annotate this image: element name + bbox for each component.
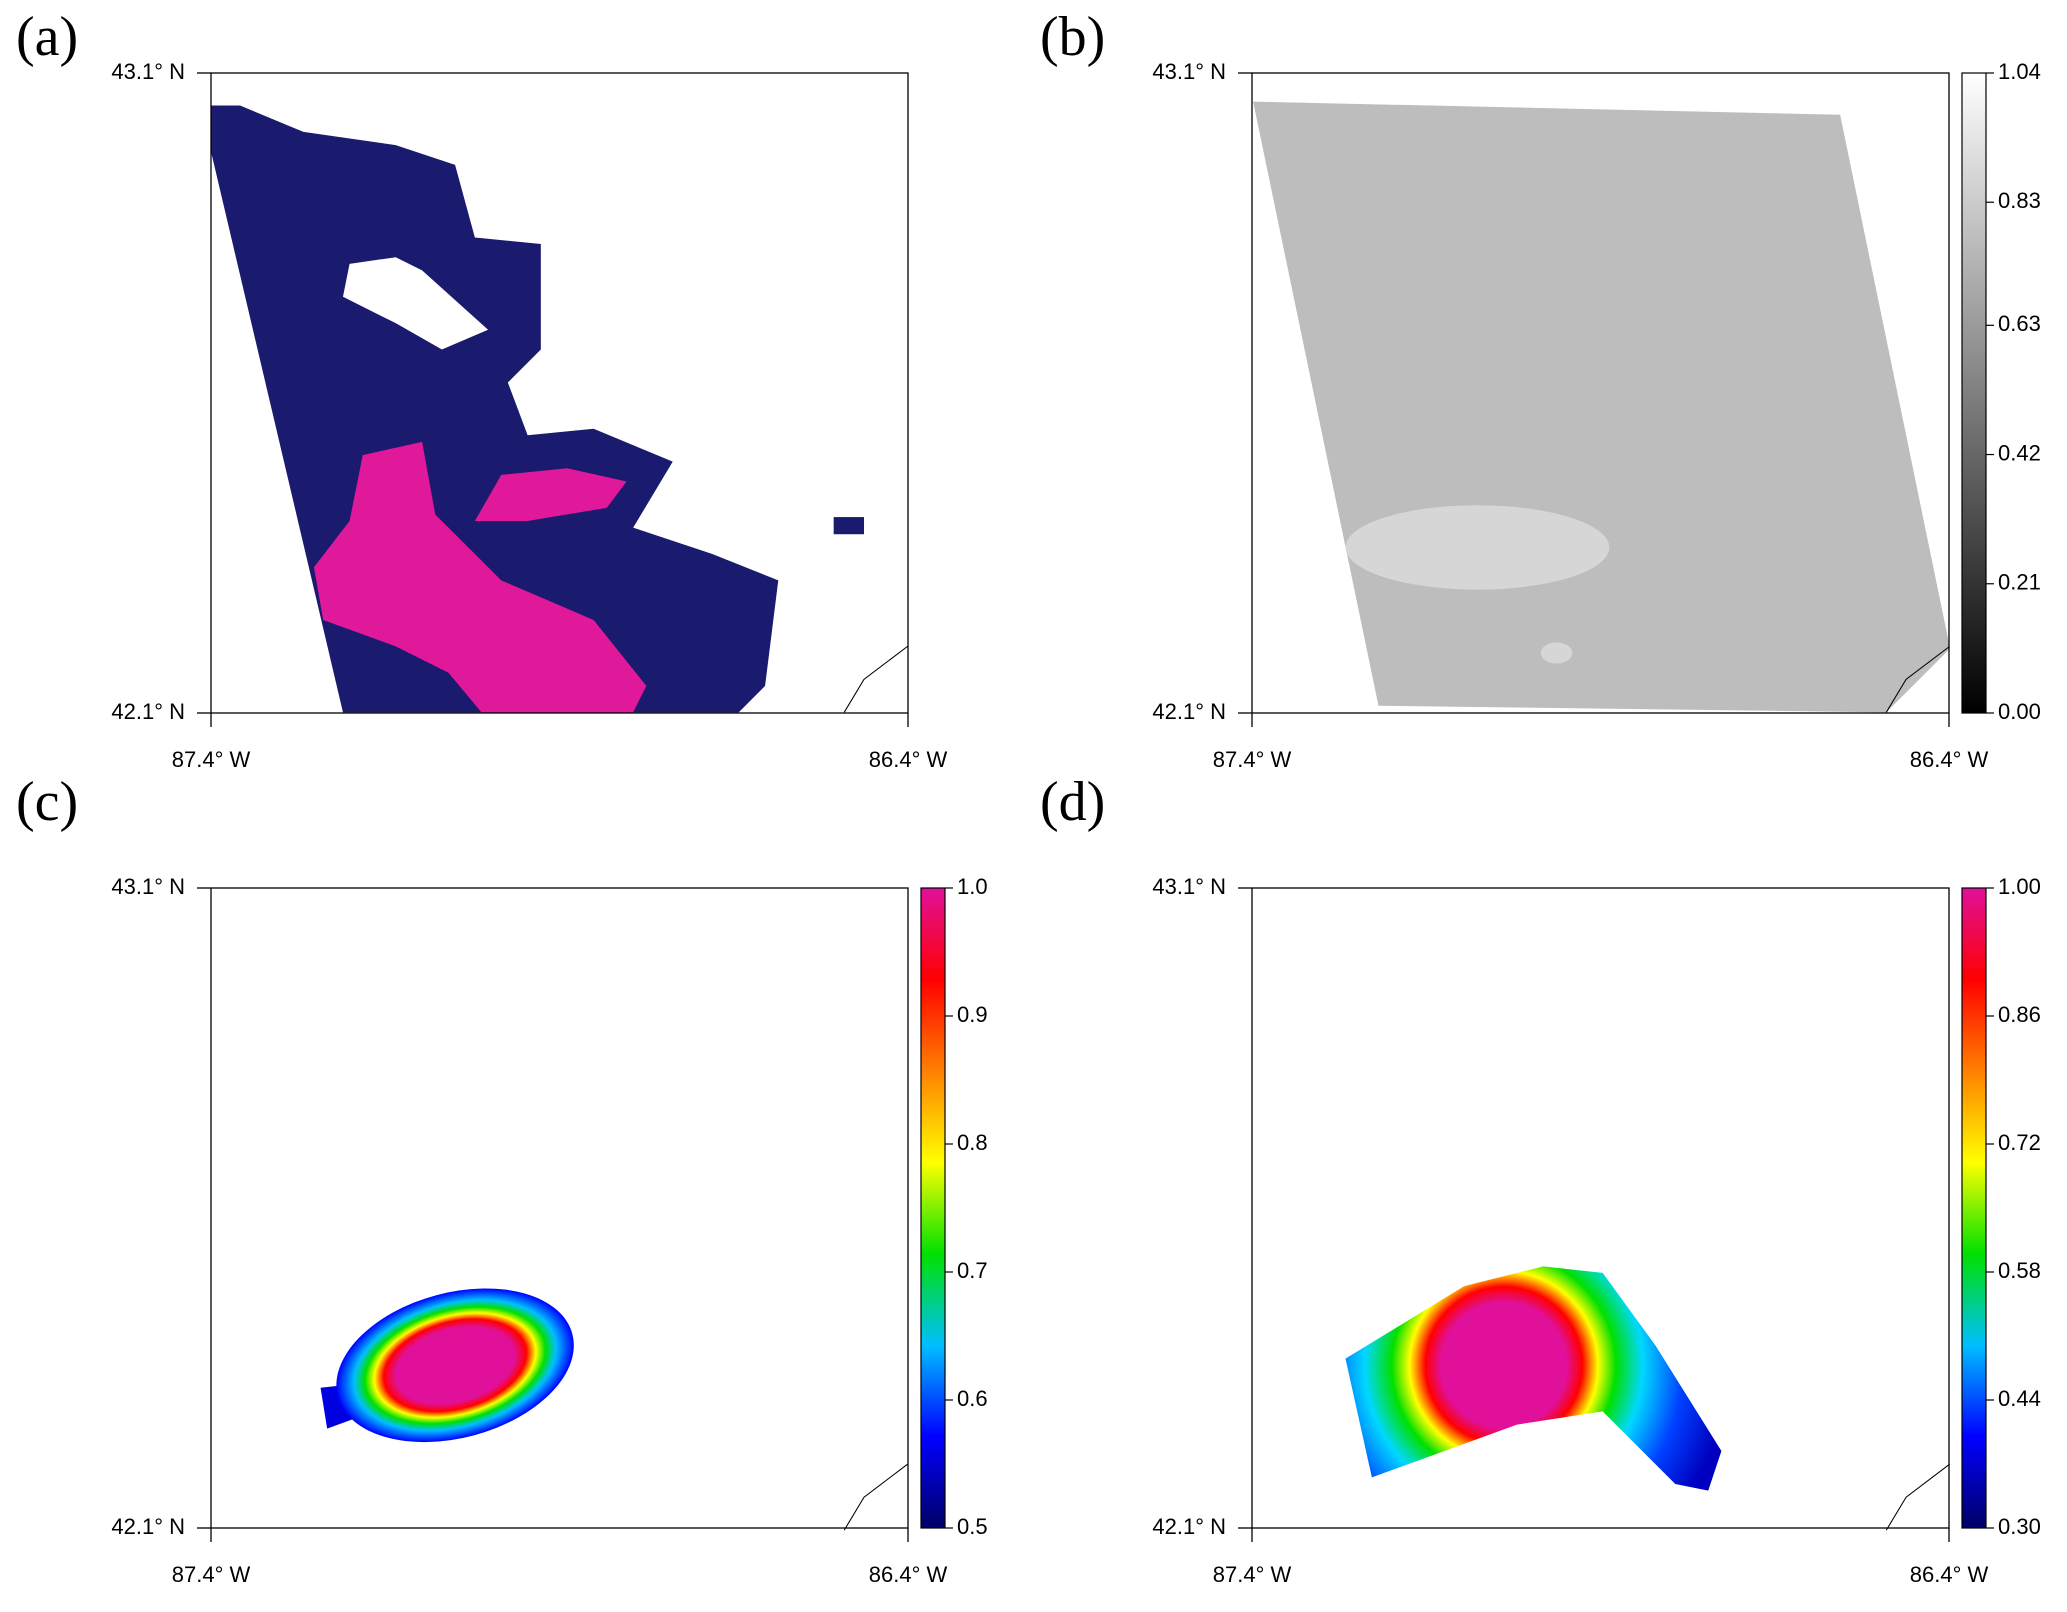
colorbar-tick-label: 0.72 <box>1998 1130 2041 1155</box>
colorbar-tick-label: 0.63 <box>1998 311 2041 336</box>
colorbar-tick-label: 1.04 <box>1998 59 2041 84</box>
colorbar-tick-label: 0.8 <box>957 1130 988 1155</box>
panel-label: (d) <box>1040 771 1105 833</box>
lon-label: 86.4° W <box>1910 1562 1989 1587</box>
colorbar-tick-label: 0.21 <box>1998 570 2041 595</box>
lat-label: 42.1° N <box>111 699 185 724</box>
lon-label: 87.4° W <box>1213 747 1292 772</box>
panel-label: (b) <box>1040 6 1105 68</box>
colorbar-tick-label: 0.9 <box>957 1002 988 1027</box>
colorbar-tick-label: 0.58 <box>1998 1258 2041 1283</box>
lon-label: 87.4° W <box>172 747 251 772</box>
smoke-area <box>313 441 647 713</box>
colorbar-tick-label: 1.00 <box>1998 874 2041 899</box>
cloud-area <box>833 517 865 535</box>
lat-label: 42.1° N <box>111 1514 185 1539</box>
lon-label: 86.4° W <box>1910 747 1989 772</box>
map-frame <box>1251 72 1950 714</box>
colorbar-tick-label: 0.7 <box>957 1258 988 1283</box>
lon-label: 87.4° W <box>172 1562 251 1587</box>
map-frame <box>1251 887 1950 1529</box>
map-frame <box>210 72 909 714</box>
coastline <box>843 645 908 713</box>
reflectance-image <box>1253 101 1950 713</box>
map-frame <box>210 887 909 1529</box>
panel-label: (c) <box>16 771 78 833</box>
colorbar-tick-label: 0.5 <box>957 1514 988 1539</box>
plume-probability <box>336 1288 574 1443</box>
colorbar-tick-label: 1.0 <box>957 874 988 899</box>
lat-label: 43.1° N <box>111 59 185 84</box>
lon-label: 86.4° W <box>869 1562 948 1587</box>
colorbar-tick-label: 0.00 <box>1998 699 2041 724</box>
coastline <box>1885 1463 1950 1531</box>
lon-label: 86.4° W <box>869 747 948 772</box>
colorbar <box>1961 887 1987 1529</box>
bright-cloud <box>1540 642 1573 664</box>
lat-label: 43.1° N <box>1152 874 1226 899</box>
colorbar <box>1961 72 1987 714</box>
plume-probability <box>1345 1266 1722 1491</box>
colorbar-tick-label: 0.86 <box>1998 1002 2041 1027</box>
colorbar-tick-label: 0.44 <box>1998 1386 2041 1411</box>
colorbar <box>920 887 946 1529</box>
coastline <box>1885 645 1950 713</box>
lat-label: 43.1° N <box>111 874 185 899</box>
clear-area <box>342 257 489 350</box>
colorbar-tick-label: 0.42 <box>1998 440 2041 465</box>
coastline <box>843 645 1950 1531</box>
colorbar-tick-label: 0.30 <box>1998 1514 2041 1539</box>
map-imagery <box>211 101 1950 1531</box>
bright-cloud <box>1345 505 1610 590</box>
coastline <box>843 1463 908 1531</box>
lon-label: 87.4° W <box>1213 1562 1292 1587</box>
lat-label: 43.1° N <box>1152 59 1226 84</box>
lat-label: 42.1° N <box>1152 1514 1226 1539</box>
lat-label: 42.1° N <box>1152 699 1226 724</box>
colorbar-tick-label: 0.6 <box>957 1386 988 1411</box>
smoke-area <box>474 468 627 522</box>
colorbar-tick-label: 0.83 <box>1998 188 2041 213</box>
panel-label: (a) <box>16 6 78 68</box>
